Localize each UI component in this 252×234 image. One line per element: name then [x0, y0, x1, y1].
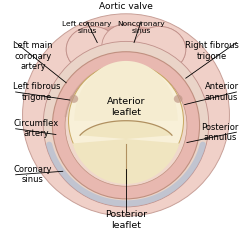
Polygon shape [74, 61, 178, 121]
Ellipse shape [66, 26, 119, 73]
Text: Circumflex
artery: Circumflex artery [13, 119, 59, 139]
Text: Anterior
annulus: Anterior annulus [205, 82, 239, 102]
Text: Anterior
leaflet: Anterior leaflet [107, 97, 145, 117]
Ellipse shape [102, 24, 150, 68]
Ellipse shape [133, 26, 186, 73]
Ellipse shape [43, 41, 209, 207]
Text: Right fibrous
trigone: Right fibrous trigone [185, 41, 239, 61]
Ellipse shape [174, 95, 182, 103]
Polygon shape [72, 121, 180, 184]
Text: Coronary
sinus: Coronary sinus [13, 165, 52, 184]
Ellipse shape [133, 26, 186, 73]
Ellipse shape [66, 26, 119, 73]
Ellipse shape [102, 24, 150, 68]
Ellipse shape [22, 14, 230, 216]
Text: Noncoronary
sinus: Noncoronary sinus [117, 21, 165, 34]
Ellipse shape [69, 63, 183, 178]
Text: Left fibrous
trigone: Left fibrous trigone [13, 82, 61, 102]
Ellipse shape [65, 64, 187, 186]
Text: Aortic valve: Aortic valve [99, 2, 153, 11]
Text: Posterior
leaflet: Posterior leaflet [105, 210, 147, 230]
Ellipse shape [52, 52, 200, 199]
Text: Left coronary
sinus: Left coronary sinus [62, 21, 112, 34]
Ellipse shape [78, 25, 174, 67]
Text: Left main
coronary
artery: Left main coronary artery [13, 41, 53, 71]
Text: Posterior
annulus: Posterior annulus [201, 123, 239, 142]
Ellipse shape [70, 95, 78, 103]
